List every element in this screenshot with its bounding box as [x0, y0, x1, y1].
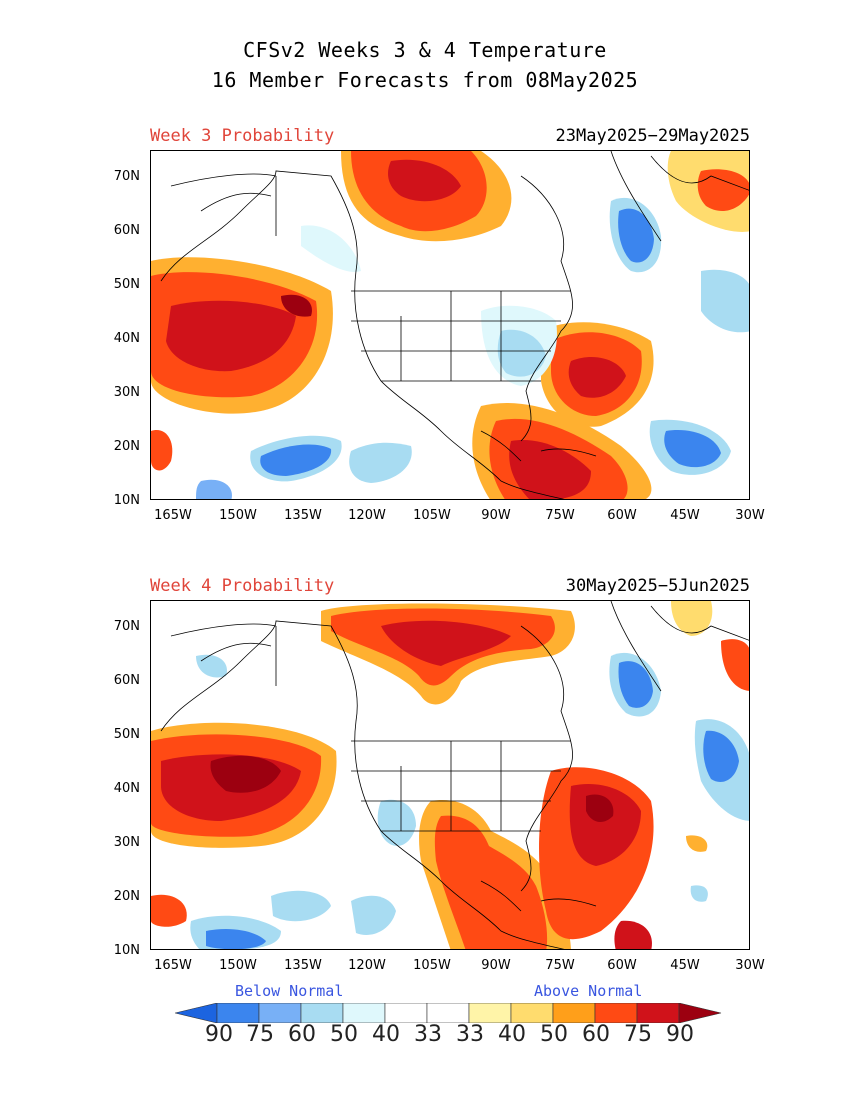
- week4-xtick: 45W: [670, 958, 700, 973]
- color-bar-cell: [636, 1003, 680, 1023]
- week3-xtick: 60W: [607, 508, 637, 523]
- week4-coastlines: [160, 601, 749, 949]
- color-bar-cell: [384, 1003, 428, 1023]
- color-bar-value: 40: [498, 1022, 526, 1047]
- week3-xtick: 165W: [154, 508, 192, 523]
- week4-ytick: 10N: [113, 943, 140, 958]
- week4-ytick: 60N: [113, 673, 140, 688]
- week4-map: [150, 600, 750, 950]
- color-bar-value: 90: [666, 1022, 694, 1047]
- week3-xtick: 120W: [348, 508, 386, 523]
- week4-xtick: 150W: [219, 958, 257, 973]
- week3-ytick: 40N: [113, 331, 140, 346]
- chart-title-line1: CFSv2 Weeks 3 & 4 Temperature: [243, 38, 607, 62]
- color-bar-value: 50: [540, 1022, 568, 1047]
- color-bar-value: 60: [288, 1022, 316, 1047]
- week4-below-normal-shading: [190, 652, 749, 949]
- week3-xtick: 75W: [545, 508, 575, 523]
- week3-ytick: 70N: [113, 169, 140, 184]
- week3-ytick: 60N: [113, 223, 140, 238]
- color-bar-value: 90: [205, 1022, 233, 1047]
- color-bar-cell: [552, 1003, 596, 1023]
- color-bar-value: 33: [414, 1022, 442, 1047]
- week4-xtick: 75W: [545, 958, 575, 973]
- color-bar-cell: [426, 1003, 470, 1023]
- color-bar-value: 50: [330, 1022, 358, 1047]
- week3-map: [150, 150, 750, 500]
- color-bar-cell: [175, 1003, 218, 1023]
- week3-label: Week 3 Probability: [150, 126, 335, 146]
- above-normal-label: Above Normal: [534, 982, 643, 1000]
- week4-xtick: 120W: [348, 958, 386, 973]
- week4-ytick: 70N: [113, 619, 140, 634]
- week3-ytick: 10N: [113, 493, 140, 508]
- color-bar-value: 40: [372, 1022, 400, 1047]
- week4-xtick: 90W: [481, 958, 511, 973]
- week4-ytick: 30N: [113, 835, 140, 850]
- below-normal-label: Below Normal: [235, 982, 344, 1000]
- week3-xtick: 105W: [413, 508, 451, 523]
- color-bar-cell: [510, 1003, 554, 1023]
- color-bar-value: 33: [456, 1022, 484, 1047]
- week4-above-normal-shading: [151, 601, 749, 949]
- week3-xtick: 150W: [219, 508, 257, 523]
- color-bar-cell: [678, 1003, 722, 1023]
- week3-dates: 23May2025−29May2025: [555, 126, 750, 146]
- color-bar: [175, 1003, 722, 1023]
- week3-xtick: 90W: [481, 508, 511, 523]
- chart-title-line2: 16 Member Forecasts from 08May2025: [211, 68, 639, 92]
- week4-xtick: 30W: [735, 958, 765, 973]
- week3-above-normal-shading: [151, 151, 749, 499]
- color-bar-value: 75: [624, 1022, 652, 1047]
- color-bar-cell: [342, 1003, 386, 1023]
- week3-ytick: 30N: [113, 385, 140, 400]
- week3-xtick: 30W: [735, 508, 765, 523]
- week4-ytick: 20N: [113, 889, 140, 904]
- week3-ytick: 20N: [113, 439, 140, 454]
- week4-xtick: 135W: [284, 958, 322, 973]
- week4-ytick: 50N: [113, 727, 140, 742]
- week3-coastlines: [160, 151, 749, 499]
- color-bar-cell: [300, 1003, 344, 1023]
- color-bar-value: 75: [246, 1022, 274, 1047]
- color-bar-cell: [594, 1003, 638, 1023]
- week4-ytick: 40N: [113, 781, 140, 796]
- week4-xtick: 105W: [413, 958, 451, 973]
- week4-label: Week 4 Probability: [150, 576, 335, 596]
- week4-xtick: 60W: [607, 958, 637, 973]
- color-bar-cell: [258, 1003, 302, 1023]
- week3-xtick: 45W: [670, 508, 700, 523]
- color-bar-cell: [216, 1003, 260, 1023]
- week3-ytick: 50N: [113, 277, 140, 292]
- week4-dates: 30May2025−5Jun2025: [565, 576, 750, 596]
- week3-xtick: 135W: [284, 508, 322, 523]
- week4-xtick: 165W: [154, 958, 192, 973]
- color-bar-value: 60: [582, 1022, 610, 1047]
- color-bar-cell: [468, 1003, 512, 1023]
